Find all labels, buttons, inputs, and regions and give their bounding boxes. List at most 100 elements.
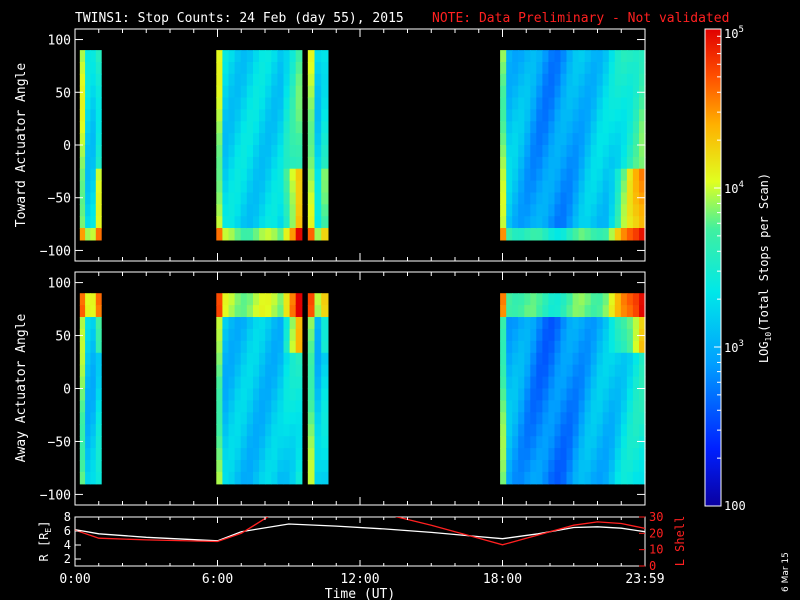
heatmap-cell	[271, 364, 278, 378]
heatmap-cell	[584, 317, 592, 330]
heatmap-cell	[307, 228, 316, 241]
heatmap-cell	[639, 376, 646, 390]
heatmap-cell	[639, 388, 646, 401]
heatmap-cell	[90, 388, 97, 401]
heatmap-cell	[620, 168, 628, 182]
heatmap-cell	[554, 97, 562, 110]
heatmap-cell	[548, 62, 555, 75]
heatmap-cell	[253, 62, 260, 75]
heatmap-cell	[632, 352, 640, 366]
heatmap-cell	[95, 85, 102, 99]
heatmap-cell	[560, 317, 568, 330]
heatmap-cell	[518, 62, 525, 75]
heatmap-cell	[512, 328, 519, 342]
heatmap-cell	[518, 448, 525, 461]
heatmap-cell	[542, 180, 549, 194]
heatmap-cell	[614, 376, 622, 390]
heatmap-cell	[512, 216, 519, 229]
heatmap-cell	[500, 424, 507, 437]
heatmap-cell	[95, 364, 102, 378]
heatmap-cell	[518, 97, 525, 110]
heatmap-cell	[506, 340, 513, 354]
heatmap-cell	[560, 121, 568, 134]
heatmap-cell	[518, 156, 525, 170]
heatmap-cell	[578, 412, 586, 425]
heatmap-cell	[584, 204, 592, 217]
heatmap-cell	[632, 97, 640, 110]
heatmap-cell	[596, 121, 604, 134]
heatmap-cell	[584, 62, 592, 75]
heatmap-cell	[222, 97, 230, 110]
heatmap-cell	[246, 424, 254, 437]
heatmap-cell	[554, 317, 562, 330]
heatmap-cell	[566, 85, 574, 99]
heatmap-cell	[283, 121, 291, 134]
heatmap-cell	[530, 204, 537, 217]
heatmap-cell	[289, 145, 297, 158]
heatmap-cell	[578, 376, 586, 390]
heatmap-cell	[542, 340, 549, 354]
heatmap-cell	[632, 204, 640, 217]
heatmap-cell	[626, 364, 634, 378]
y-tick-label: 50	[55, 330, 71, 345]
heatmap-cell	[560, 340, 568, 354]
heatmap-cell	[283, 388, 291, 401]
heatmap-cell	[216, 109, 223, 122]
heatmap-cell	[596, 436, 604, 449]
heatmap-cell	[246, 460, 254, 473]
heatmap-cell	[572, 168, 580, 182]
heatmap-cell	[321, 460, 329, 473]
heatmap-cell	[271, 352, 278, 366]
heatmap-cell	[95, 156, 102, 170]
heatmap-cell	[512, 352, 519, 366]
heatmap-cell	[222, 192, 230, 205]
heatmap-cell	[602, 109, 610, 122]
heatmap-cell	[608, 85, 616, 99]
heatmap-cell	[321, 305, 329, 318]
heatmap-cell	[289, 73, 297, 87]
heatmap-cell	[602, 73, 610, 87]
heatmap-cell	[596, 388, 604, 401]
heatmap-cell	[584, 133, 592, 146]
heatmap-cell	[234, 168, 242, 182]
heatmap-cell	[548, 328, 555, 342]
heatmap-cell	[240, 145, 248, 158]
heatmap-cell	[596, 424, 604, 437]
heatmap-cell	[584, 85, 592, 99]
heatmap-cell	[321, 50, 329, 63]
heatmap-cell	[639, 97, 646, 110]
heatmap-cell	[295, 192, 303, 205]
heatmap-cell	[626, 50, 634, 63]
heatmap-cell	[584, 400, 592, 413]
heatmap-cell	[216, 448, 223, 461]
heatmap-cell	[506, 156, 513, 170]
heatmap-cell	[259, 364, 266, 378]
heatmap-cell	[530, 424, 537, 437]
heatmap-cell	[307, 204, 316, 217]
heatmap-cell	[620, 328, 628, 342]
heatmap-cell	[240, 317, 248, 330]
right-tick-label: 10	[649, 543, 663, 557]
heatmap-cell	[614, 180, 622, 194]
heatmap-cell	[253, 97, 260, 110]
heatmap-cell	[307, 388, 316, 401]
heatmap-cell	[524, 471, 531, 485]
heatmap-cell	[253, 352, 260, 366]
heatmap-cell	[639, 400, 646, 413]
heatmap-cell	[632, 388, 640, 401]
heatmap-cell	[530, 436, 537, 449]
heatmap-cell	[584, 448, 592, 461]
heatmap-cell	[240, 180, 248, 194]
right-tick-label: 0	[649, 559, 656, 573]
heatmap-cell	[265, 305, 272, 318]
heatmap-cell	[289, 109, 297, 122]
heatmap-cell	[283, 352, 291, 366]
heatmap-cell	[259, 293, 266, 306]
heatmap-cell	[542, 204, 549, 217]
heatmap-cell	[566, 73, 574, 87]
heatmap-cell	[246, 109, 254, 122]
heatmap-cell	[222, 328, 230, 342]
heatmap-cell	[95, 50, 102, 63]
heatmap-cell	[277, 145, 285, 158]
heatmap-cell	[578, 424, 586, 437]
